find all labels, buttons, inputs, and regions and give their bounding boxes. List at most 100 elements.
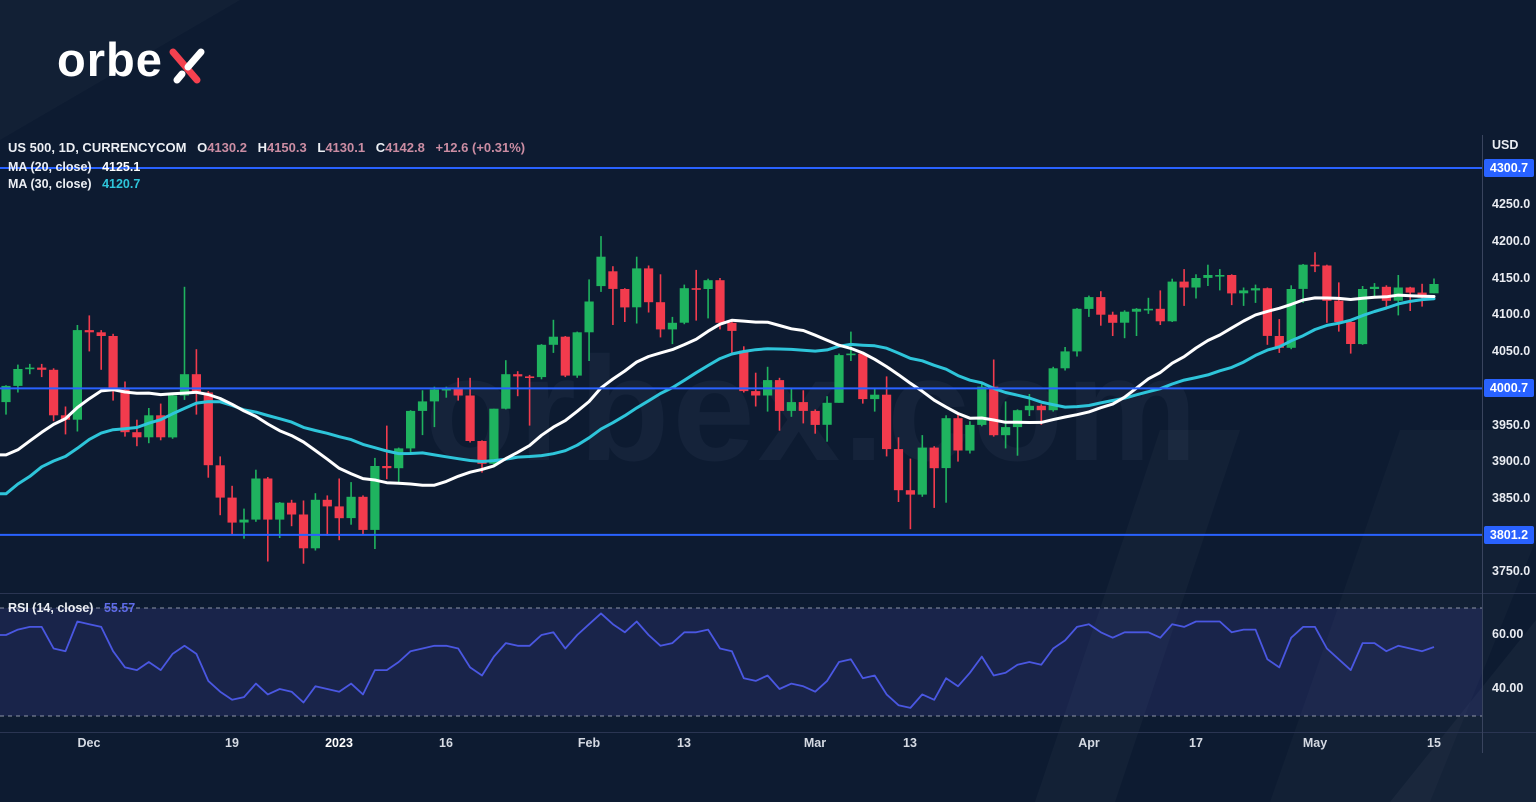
candle-body: [477, 441, 487, 464]
time-axis-label[interactable]: 19: [225, 736, 239, 750]
ma30-legend[interactable]: MA (30, close) 4120.7: [8, 177, 140, 191]
candle-body: [1334, 300, 1344, 322]
candle-body: [1036, 405, 1046, 411]
candle-body: [465, 395, 475, 441]
time-axis-label[interactable]: Feb: [577, 736, 601, 750]
candle-body: [1429, 284, 1439, 294]
time-axis-label[interactable]: 16: [439, 736, 453, 750]
candle-body: [298, 514, 309, 549]
candle-body: [1072, 308, 1082, 352]
time-axis-label[interactable]: 15: [1427, 736, 1441, 750]
candle-body: [882, 394, 892, 450]
candle-body: [501, 374, 511, 409]
candle-body: [156, 415, 166, 438]
candle-body: [513, 374, 523, 377]
time-axis-label[interactable]: 2023: [325, 736, 353, 750]
time-axis-label[interactable]: Mar: [803, 736, 827, 750]
candle-body: [810, 410, 820, 425]
high-value: 4150.3: [266, 140, 307, 155]
orbex-logo-text: orbe: [57, 33, 163, 86]
time-axis-label[interactable]: 13: [903, 736, 917, 750]
ma20-line: [0, 293, 1436, 487]
time-axis-label[interactable]: Dec: [77, 736, 101, 750]
candle-body: [751, 391, 761, 396]
candle-body: [1346, 322, 1356, 344]
candle-body: [168, 395, 178, 438]
candle-body: [822, 402, 832, 425]
candle-body: [596, 256, 606, 287]
price-level-badge[interactable]: 3801.2: [1484, 526, 1534, 544]
price-axis-tick[interactable]: 4100.0: [1492, 307, 1531, 321]
candle-body: [1250, 288, 1261, 291]
candle-body: [786, 402, 796, 411]
candle-body: [1167, 281, 1177, 322]
ma30-label: MA (30, close): [8, 177, 92, 191]
candle-body: [536, 344, 547, 378]
open-value: 4130.2: [207, 140, 247, 155]
candle-body: [798, 402, 808, 411]
candle-body: [941, 418, 951, 469]
price-axis-tick[interactable]: 4200.0: [1492, 234, 1531, 248]
low-key: L: [317, 140, 326, 155]
time-axis-label[interactable]: 17: [1189, 736, 1203, 750]
candle-body: [227, 497, 237, 523]
candle-body: [346, 496, 356, 519]
candle-body: [632, 268, 642, 308]
rsi-axis-tick[interactable]: 40.00: [1492, 681, 1524, 695]
candle-body: [108, 336, 118, 390]
price-axis-tick[interactable]: 3750.0: [1492, 564, 1531, 578]
low-value: 4130.1: [325, 140, 366, 155]
candle-body: [667, 322, 677, 330]
candle-body: [834, 355, 844, 403]
orbex-logo: orbe: [57, 30, 209, 90]
candle-body: [1274, 336, 1284, 348]
price-axis-tick[interactable]: 3900.0: [1492, 454, 1531, 468]
candle-body: [310, 499, 320, 549]
rsi-legend[interactable]: RSI (14, close) 55.57: [8, 601, 135, 615]
candle-body: [144, 415, 154, 438]
open-key: O: [197, 140, 208, 155]
ma20-label: MA (20, close): [8, 160, 92, 174]
candle-body: [441, 388, 451, 391]
price-level-badge[interactable]: 4300.7: [1484, 159, 1534, 177]
time-axis-label[interactable]: 13: [677, 736, 691, 750]
candle-body: [727, 322, 737, 331]
time-axis-label[interactable]: Apr: [1078, 736, 1100, 750]
change-value: +12.6 (+0.31%): [435, 140, 526, 155]
candle-body: [322, 499, 332, 507]
candle-body: [370, 466, 380, 530]
candle-body: [691, 288, 701, 290]
candle-body: [893, 449, 904, 491]
price-axis-tick[interactable]: 4250.0: [1492, 197, 1531, 211]
candle-body: [72, 330, 82, 420]
candle-body: [96, 332, 106, 336]
candle-body: [1001, 427, 1011, 436]
price-level-badge[interactable]: 4000.7: [1484, 379, 1534, 397]
price-axis-tick[interactable]: 3850.0: [1492, 491, 1531, 505]
candle-series[interactable]: [1, 236, 1439, 564]
price-axis-tick[interactable]: 4050.0: [1492, 344, 1531, 358]
candle-body: [1298, 264, 1308, 289]
candle-body: [929, 447, 939, 469]
candle-body: [525, 376, 535, 378]
candle-body: [1, 385, 11, 403]
candle-body: [120, 389, 130, 433]
ma20-legend[interactable]: MA (20, close) 4125.1: [8, 160, 140, 174]
price-axis-tick[interactable]: 4150.0: [1492, 271, 1531, 285]
high-key: H: [257, 140, 267, 155]
rsi-band: [0, 608, 1482, 716]
candle-body: [1143, 308, 1153, 311]
candle-body: [132, 432, 142, 438]
price-axis-tick[interactable]: 3950.0: [1492, 418, 1531, 432]
symbol-legend[interactable]: US 500, 1D, CURRENCYCOM O4130.2 H4150.3 …: [8, 140, 525, 155]
rsi-label: RSI (14, close): [8, 601, 94, 615]
candle-body: [1096, 297, 1106, 315]
time-axis-label[interactable]: May: [1302, 736, 1328, 750]
rsi-axis-tick[interactable]: 60.00: [1492, 627, 1524, 641]
candle-body: [1108, 314, 1118, 323]
candle-body: [25, 367, 35, 370]
orbex-logo-x-icon: [169, 48, 205, 84]
candle-body: [1310, 264, 1320, 267]
candle-body: [1239, 290, 1249, 294]
